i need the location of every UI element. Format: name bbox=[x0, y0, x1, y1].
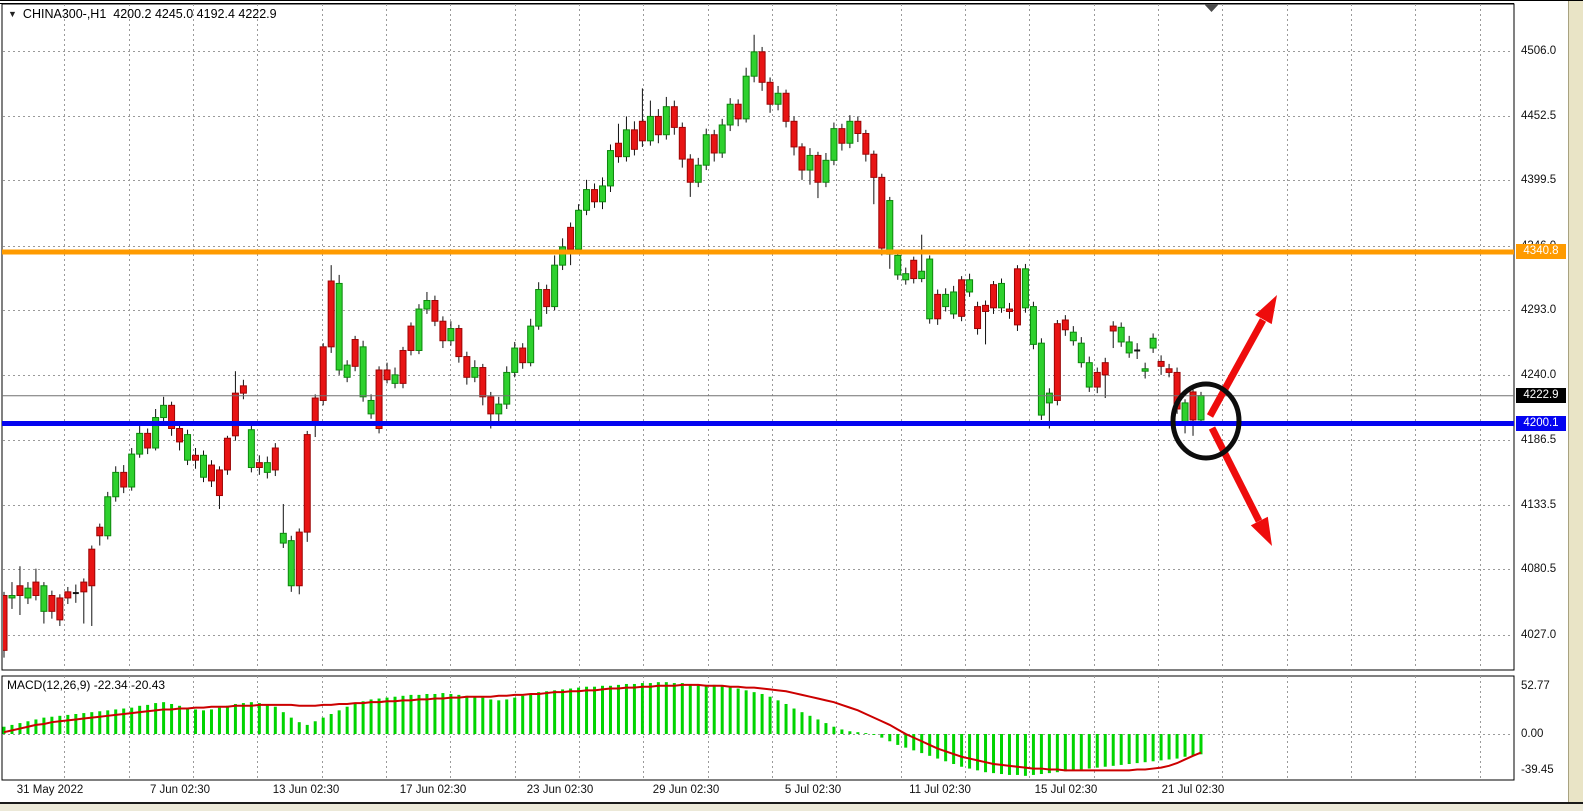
time-axis-label: 17 Jun 02:30 bbox=[399, 784, 467, 796]
price-axis-label: 4186.5 bbox=[1521, 434, 1557, 447]
time-axis-label: 11 Jul 02:30 bbox=[909, 784, 971, 796]
arrow-down-head[interactable] bbox=[1250, 516, 1272, 546]
macd-plot bbox=[2, 682, 1203, 776]
arrow-up-shaft[interactable] bbox=[1206, 318, 1267, 418]
annotations[interactable] bbox=[1170, 295, 1277, 546]
symbol-dropdown-icon[interactable]: ▼ bbox=[8, 9, 17, 19]
arrow-up-head[interactable] bbox=[1255, 295, 1277, 325]
time-axis-label: 5 Jul 02:30 bbox=[784, 784, 842, 796]
arrow-down-shaft[interactable] bbox=[1208, 426, 1263, 523]
time-axis-label: 23 Jun 02:30 bbox=[526, 784, 594, 796]
macd-axis-label: 52.77 bbox=[1521, 680, 1550, 692]
symbol-timeframe-label: CHINA300-,H1 bbox=[22, 7, 107, 21]
macd-indicator-label: MACD(12,26,9) -22.34 -20.43 bbox=[7, 678, 166, 692]
time-axis-label: 13 Jun 02:30 bbox=[272, 784, 340, 796]
chart-title: ▼ CHINA300-,H1 4200.2 4245.0 4192.4 4222.… bbox=[8, 7, 277, 21]
time-axis-label: 31 May 2022 bbox=[16, 784, 84, 796]
window-bottom-strip bbox=[0, 804, 1583, 811]
time-axis-label: 7 Jun 02:30 bbox=[149, 784, 211, 796]
price-axis-label: 4399.5 bbox=[1521, 174, 1557, 187]
ohlc-values-label: 4200.2 4245.0 4192.4 4222.9 bbox=[113, 7, 277, 21]
chart-shift-marker-icon[interactable] bbox=[1204, 4, 1219, 12]
price-axis-label: 4240.0 bbox=[1521, 368, 1557, 381]
time-axis-label: 21 Jul 02:30 bbox=[1161, 784, 1225, 796]
support-price-badge: 4200.1 bbox=[1516, 415, 1566, 431]
price-axis-label: 4080.5 bbox=[1521, 563, 1557, 576]
macd-signal-line bbox=[3, 683, 1202, 772]
price-axis-label: 4452.5 bbox=[1521, 109, 1557, 122]
macd-pane[interactable] bbox=[1, 675, 1515, 781]
window-right-strip bbox=[1568, 0, 1583, 804]
highlight-circle[interactable] bbox=[1170, 381, 1242, 461]
time-axis-label: 29 Jun 02:30 bbox=[652, 784, 720, 796]
price-axis-label: 4506.0 bbox=[1521, 44, 1557, 57]
resistance-price-badge: 4340.8 bbox=[1516, 243, 1566, 259]
time-axis-label: 15 Jul 02:30 bbox=[1034, 784, 1098, 796]
macd-axis-label: -39.45 bbox=[1521, 763, 1554, 776]
current-price-badge: 4222.9 bbox=[1516, 387, 1566, 403]
main-pane[interactable] bbox=[1, 3, 1515, 671]
macd-axis-label: 0.00 bbox=[1521, 728, 1544, 740]
price-axis-label: 4293.0 bbox=[1521, 304, 1557, 317]
price-axis-label: 4133.5 bbox=[1521, 498, 1557, 511]
price-axis-label: 4027.0 bbox=[1521, 628, 1557, 641]
candlesticks bbox=[3, 34, 1205, 658]
